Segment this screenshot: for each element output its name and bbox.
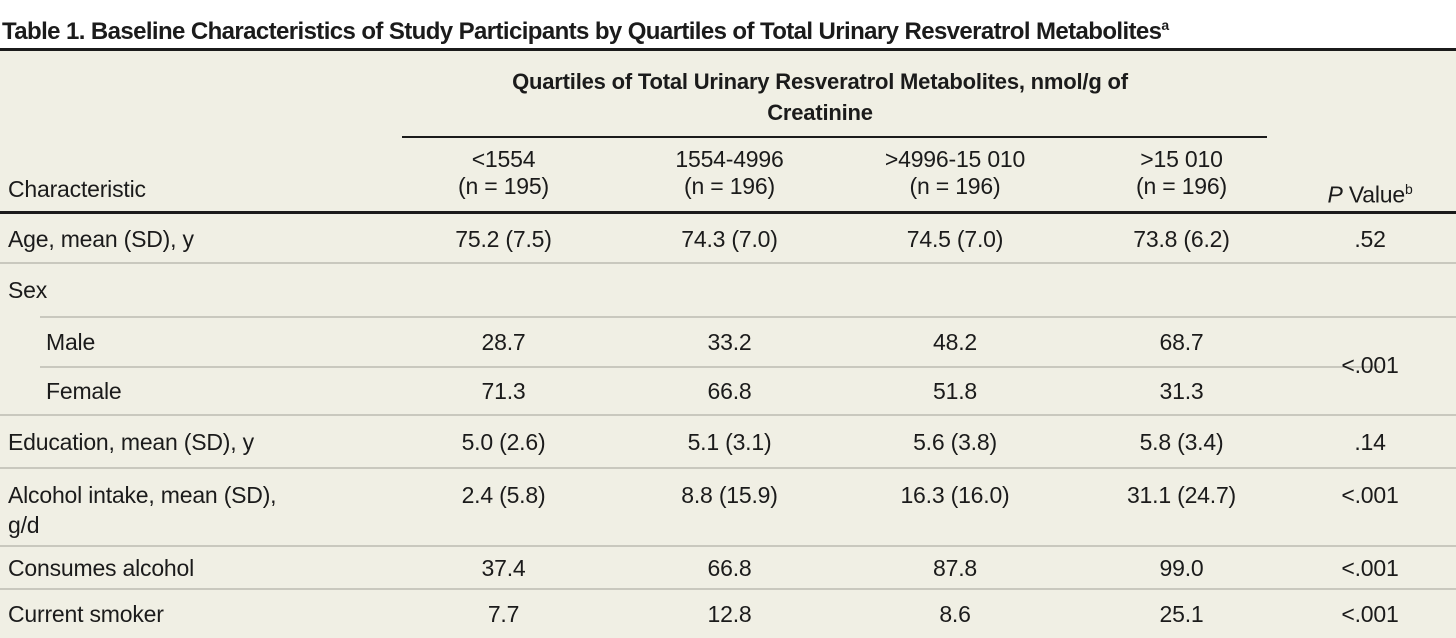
column-header-n: (n = 196) <box>1136 173 1227 199</box>
cell-q4: 31.1 (24.7) <box>1126 482 1237 508</box>
column-header-quartile-4: >15 010 (n = 196) <box>1068 146 1295 200</box>
table-title: Table 1. Baseline Characteristics of Stu… <box>2 6 1456 45</box>
cell-p-value: <.001 <box>1341 554 1399 581</box>
p-value-footnote-marker: b <box>1404 181 1413 197</box>
column-header-range: >15 010 <box>1140 146 1223 172</box>
column-header-n: (n = 196) <box>909 173 1001 199</box>
column-header-n: (n = 196) <box>684 173 775 199</box>
header-rule <box>0 211 1456 214</box>
row-divider <box>0 588 1456 590</box>
column-header-p-value: P Valueb <box>1295 176 1445 208</box>
cell-q3: 87.8 <box>933 554 977 581</box>
column-header-characteristic: Characteristic <box>8 176 146 202</box>
column-header-range: <1554 <box>471 146 536 172</box>
table-row-current-smoker: Current smoker 7.7 12.8 8.6 25.1 <.001 <box>0 590 1456 638</box>
column-header-quartile-1: <1554 (n = 195) <box>390 146 617 200</box>
cell-q3: 74.5 (7.0) <box>906 225 1004 252</box>
cell-q1: 28.7 <box>481 329 526 355</box>
p-value-italic-p: P <box>1327 181 1343 208</box>
cell-q2: 74.3 (7.0) <box>681 225 778 252</box>
cell-q2: 8.8 (15.9) <box>681 482 778 508</box>
cell-q2: 66.8 <box>707 554 752 581</box>
cell-q1: 2.4 (5.8) <box>461 482 546 508</box>
row-label: Sex <box>8 277 48 303</box>
cell-q2: 5.1 (3.1) <box>687 428 772 455</box>
cell-p-value: <.001 <box>1341 601 1399 627</box>
table-row-age: Age, mean (SD), y 75.2 (7.5) 74.3 (7.0) … <box>0 215 1456 262</box>
row-label: Female <box>46 378 122 404</box>
cell-q1: 75.2 (7.5) <box>455 225 552 252</box>
row-label: Education, mean (SD), y <box>8 428 254 455</box>
cell-q3: 8.6 <box>939 601 971 627</box>
table-title-text: Table 1. Baseline Characteristics of Stu… <box>2 18 1162 45</box>
row-divider-partial <box>40 366 1380 368</box>
column-header-range: >4996-15 010 <box>884 146 1026 172</box>
group-header-underline <box>402 136 1267 138</box>
title-rule <box>0 48 1456 51</box>
cell-q2: 12.8 <box>707 601 752 627</box>
cell-q3: 48.2 <box>933 329 977 355</box>
cell-q3: 5.6 (3.8) <box>913 428 997 455</box>
cell-q1: 37.4 <box>481 554 526 581</box>
table-row-alcohol-intake: Alcohol intake, mean (SD), g/d 2.4 (5.8)… <box>0 469 1456 545</box>
row-label: Male <box>46 329 96 355</box>
cell-p-value: .52 <box>1354 225 1386 252</box>
table-row-male: Male 28.7 33.2 48.2 68.7 <box>0 318 1456 366</box>
cell-q3: 51.8 <box>933 378 977 404</box>
row-divider <box>0 414 1456 416</box>
cell-q4: 25.1 <box>1159 601 1204 627</box>
cell-q2: 66.8 <box>707 378 752 404</box>
row-divider <box>0 262 1456 264</box>
table-row-education: Education, mean (SD), y 5.0 (2.6) 5.1 (3… <box>0 416 1456 467</box>
row-label: Current smoker <box>8 601 164 627</box>
table-row-female: Female 71.3 66.8 51.8 31.3 <box>0 368 1456 414</box>
cell-q1: 71.3 <box>481 378 526 404</box>
column-header-quartile-3: >4996-15 010 (n = 196) <box>842 146 1068 200</box>
cell-q4: 73.8 (6.2) <box>1133 225 1230 252</box>
row-divider <box>0 545 1456 547</box>
table-row-consumes-alcohol: Consumes alcohol 37.4 66.8 87.8 99.0 <.0… <box>0 547 1456 588</box>
row-label: Consumes alcohol <box>8 554 195 581</box>
cell-q3: 16.3 (16.0) <box>900 482 1010 508</box>
cell-p-value: <.001 <box>1341 482 1399 508</box>
row-label: Alcohol intake, mean (SD), g/d <box>8 482 277 538</box>
p-value-rest: Value <box>1342 181 1405 208</box>
cell-q1: 5.0 (2.6) <box>461 428 546 455</box>
group-header: Quartiles of Total Urinary Resveratrol M… <box>512 69 1128 125</box>
cell-p-value: .14 <box>1354 428 1386 455</box>
cell-q1: 7.7 <box>487 601 520 627</box>
column-header-n: (n = 195) <box>458 173 549 199</box>
row-divider <box>40 316 1456 318</box>
cell-q2: 33.2 <box>707 329 752 355</box>
row-divider <box>0 467 1456 469</box>
cell-q4: 99.0 <box>1159 554 1204 581</box>
row-label: Age, mean (SD), y <box>8 225 194 252</box>
cell-q4: 5.8 (3.4) <box>1139 428 1224 455</box>
table-title-footnote-marker: a <box>1161 17 1170 33</box>
table-body-background <box>0 51 1456 638</box>
cell-q4: 31.3 <box>1159 378 1204 404</box>
cell-q4: 68.7 <box>1159 329 1204 355</box>
column-header-range: 1554-4996 <box>675 146 784 172</box>
table-row-sex: Sex <box>0 264 1456 316</box>
column-header-quartile-2: 1554-4996 (n = 196) <box>617 146 842 200</box>
cell-p-value-sex: <.001 <box>1341 351 1399 378</box>
